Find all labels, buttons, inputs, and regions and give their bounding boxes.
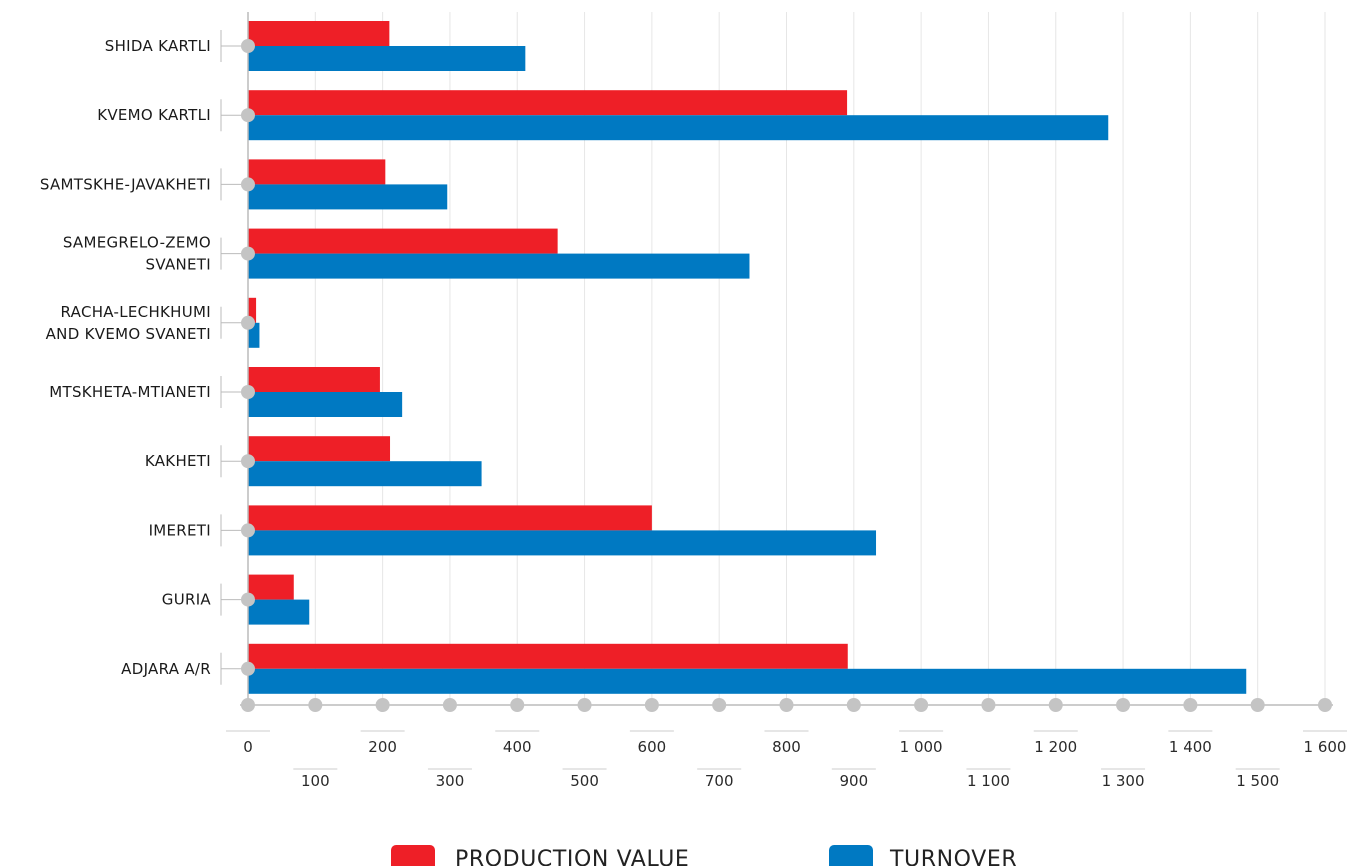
category-label: GURIA: [162, 591, 212, 609]
x-tick-label: 800: [772, 738, 801, 756]
x-tick-label: 1 100: [967, 772, 1010, 790]
x-tick-label: 400: [503, 738, 532, 756]
x-tick-marker: [1116, 698, 1131, 712]
category-label: SAMTSKHE-JAVAKHETI: [40, 175, 211, 193]
bar-production-value: [248, 90, 848, 116]
category-marker: [241, 385, 255, 399]
category-marker: [241, 39, 255, 53]
category-marker: [241, 523, 255, 538]
category-label: SHIDA KARTLI: [105, 37, 211, 55]
category-marker: [241, 108, 255, 123]
category-label: KAKHETI: [145, 452, 211, 470]
bar-production-value: [248, 574, 294, 600]
bar-turnover: [248, 253, 750, 279]
category-marker: [241, 246, 255, 261]
bar-turnover: [248, 184, 448, 210]
category-label: SAMEGRELO-ZEMO: [63, 234, 211, 252]
category-label: IMERETI: [149, 521, 211, 539]
x-tick-marker: [1250, 698, 1265, 712]
category-label: SVANETI: [146, 256, 211, 274]
category-label: RACHA-LECHKHUMI: [61, 303, 211, 321]
bar-production-value: [248, 159, 386, 185]
category-label: AND KVEMO SVANETI: [46, 325, 211, 343]
bar-turnover: [248, 46, 526, 71]
legend-item-production-value: PRODUCTION VALUE: [391, 845, 689, 866]
x-tick-marker: [241, 698, 255, 712]
category-marker: [241, 315, 255, 330]
x-tick-marker: [914, 698, 929, 712]
legend-swatch: [391, 845, 435, 866]
bar-production-value: [248, 505, 652, 531]
x-tick-label: 1 000: [900, 738, 943, 756]
bar-production-value: [248, 436, 391, 462]
x-tick-marker: [712, 698, 727, 712]
bar-turnover: [248, 322, 260, 348]
category-marker: [241, 661, 255, 676]
x-tick-label: 1 300: [1102, 772, 1145, 790]
x-tick-marker: [981, 698, 996, 712]
category-label: KVEMO KARTLI: [97, 106, 211, 124]
legend-item-turnover: TURNOVER: [829, 845, 1017, 866]
bar-turnover: [248, 530, 877, 556]
bar-turnover: [248, 461, 482, 487]
x-tick-label: 900: [839, 772, 868, 790]
x-tick-marker: [1183, 698, 1198, 712]
x-tick-label: 100: [301, 772, 330, 790]
legend-swatch: [829, 845, 873, 866]
x-tick-marker: [442, 698, 457, 712]
x-tick-label: 500: [570, 772, 599, 790]
x-tick-label: 1 400: [1169, 738, 1212, 756]
x-tick-marker: [1048, 698, 1063, 712]
x-tick-marker: [779, 698, 794, 712]
x-tick-marker: [510, 698, 525, 712]
legend-label: TURNOVER: [889, 847, 1017, 866]
axes: [220, 12, 1347, 770]
category-marker: [241, 177, 255, 192]
x-tick-label: 0: [243, 738, 253, 756]
x-tick-marker: [375, 698, 390, 712]
x-tick-marker: [308, 698, 323, 712]
category-label: ADJARA A/R: [121, 660, 211, 678]
x-tick-label: 700: [705, 772, 734, 790]
x-tick-label: 1 500: [1236, 772, 1279, 790]
bar-turnover: [248, 115, 1109, 141]
x-tick-label: 200: [368, 738, 397, 756]
x-tick-marker: [846, 698, 861, 712]
bar-turnover: [248, 392, 403, 417]
legend: PRODUCTION VALUE TURNOVER: [391, 845, 1017, 866]
category-marker: [241, 592, 255, 607]
x-tick-label: 1 600: [1304, 738, 1347, 756]
bar-turnover: [248, 599, 310, 625]
x-tick-marker: [1318, 698, 1332, 712]
x-tick-marker: [644, 698, 659, 712]
bar-production-value: [248, 367, 380, 392]
legend-label: PRODUCTION VALUE: [455, 847, 689, 866]
bars: [248, 21, 1247, 694]
category-marker: [241, 454, 255, 469]
x-tick-label: 300: [436, 772, 465, 790]
bar-production-value: [248, 21, 390, 46]
bar-production-value: [248, 643, 848, 669]
x-tick-label: 600: [638, 738, 667, 756]
x-tick-label: 1 200: [1034, 738, 1077, 756]
category-label: MTSKHETA-MTIANETI: [49, 383, 211, 401]
x-tick-marker: [577, 698, 592, 712]
category-labels: SHIDA KARTLI KVEMO KARTLI SAMTSKHE-JAVAKHE…: [40, 37, 212, 678]
bar-production-value: [248, 297, 257, 323]
bar-turnover: [248, 668, 1247, 694]
bar-production-value: [248, 228, 558, 254]
x-tick-labels: 0 100 200 300 400 500 600 700 800 900 1 000 1 100 1 …: [243, 738, 1346, 790]
